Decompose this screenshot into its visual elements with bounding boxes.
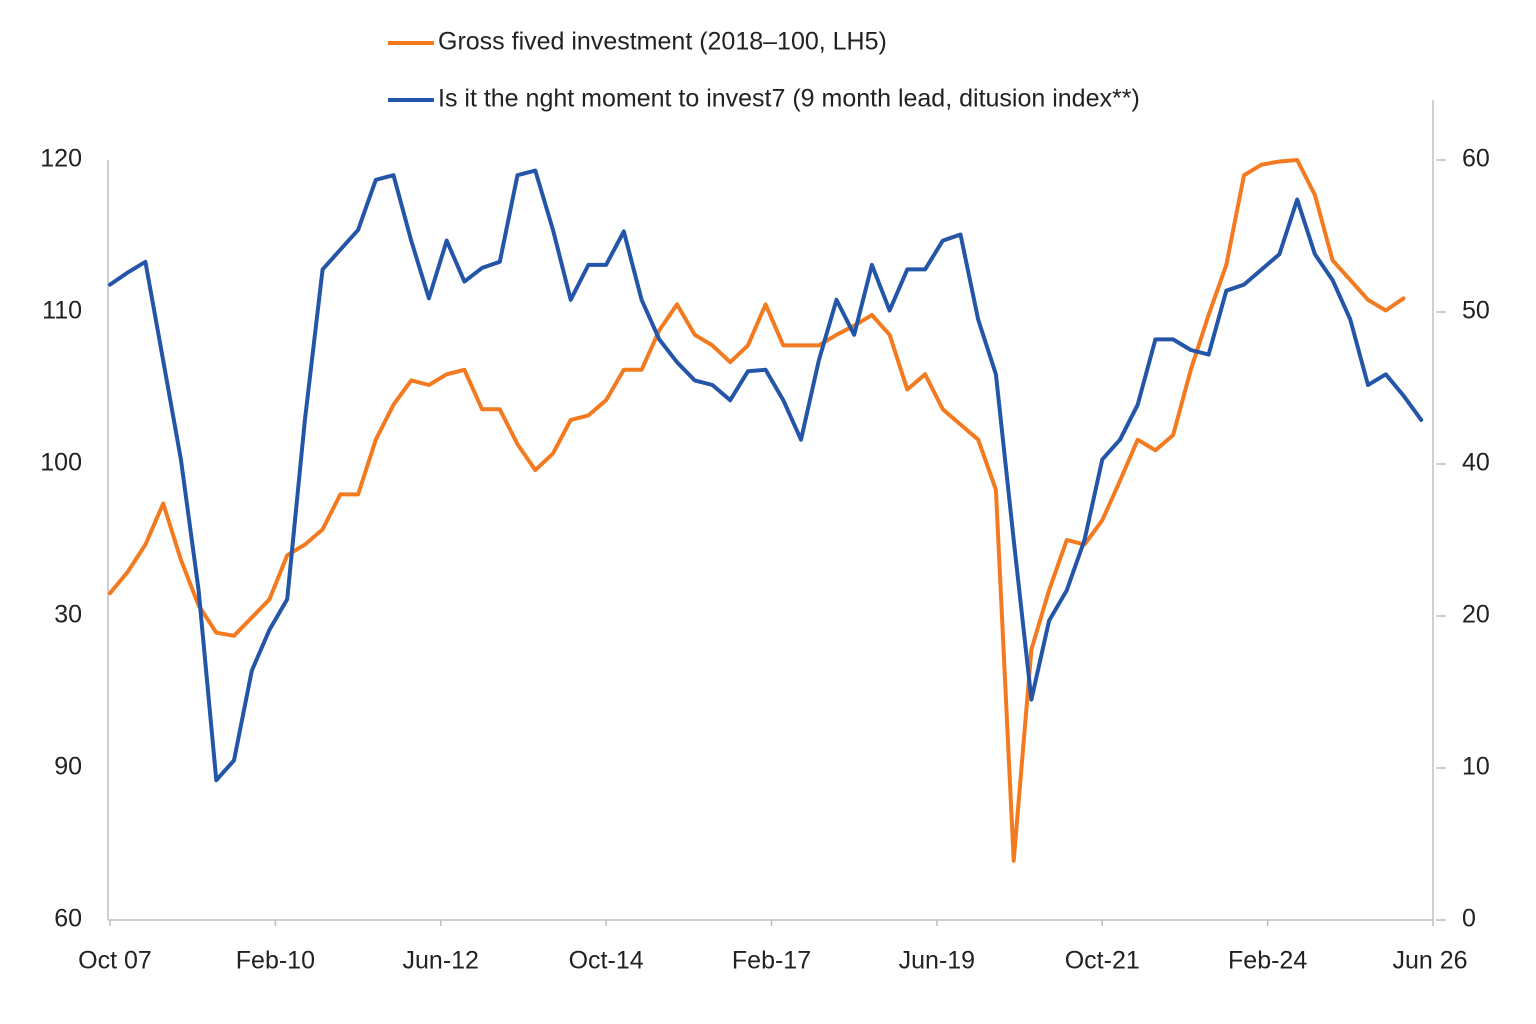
- x-tick-label: Oct-21: [1065, 947, 1140, 975]
- y-tick-label: 90: [54, 753, 82, 781]
- y2-tick-label: 50: [1462, 297, 1490, 325]
- y2-tick-label: 0: [1462, 905, 1476, 933]
- y-tick-label: 60: [54, 905, 82, 933]
- series-line: [108, 158, 1406, 863]
- x-tick-label: Oct-14: [569, 947, 644, 975]
- x-tick-label: Jun 26: [1392, 947, 1467, 975]
- x-tick-label: Feb-17: [732, 947, 811, 975]
- x-tick-label: Feb-24: [1228, 947, 1307, 975]
- x-tick-label: Jun-19: [899, 947, 975, 975]
- y-tick-label: 110: [42, 297, 82, 325]
- y-tick-label: 30: [54, 601, 82, 629]
- y-tick-label: 120: [40, 145, 82, 173]
- legend-label: Is it the nght moment to invest7 (9 mont…: [438, 85, 1140, 113]
- x-tick-label: Oct 07: [78, 947, 152, 975]
- y2-tick-label: 20: [1462, 601, 1490, 629]
- y2-tick-label: 10: [1462, 753, 1490, 781]
- legend-label: Gross fived investment (2018–100, LH5): [438, 28, 887, 56]
- x-tick-label: Feb-10: [236, 947, 315, 975]
- y-tick-label: 100: [40, 449, 82, 477]
- y2-tick-label: 60: [1462, 145, 1490, 173]
- series-line: [108, 168, 1424, 783]
- x-tick-label: Jun-12: [403, 947, 479, 975]
- y2-tick-label: 40: [1462, 449, 1490, 477]
